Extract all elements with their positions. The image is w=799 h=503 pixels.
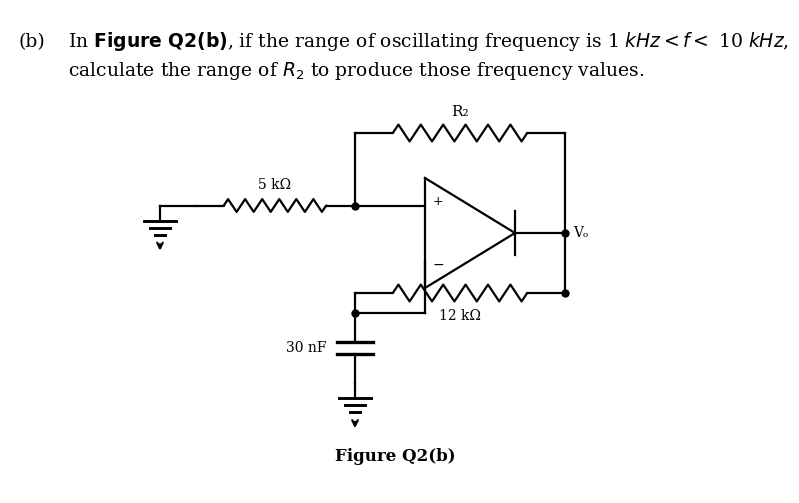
- Text: calculate the range of $R_2$ to produce those frequency values.: calculate the range of $R_2$ to produce …: [68, 60, 644, 82]
- Text: (b): (b): [18, 33, 45, 51]
- Text: Figure Q2(b): Figure Q2(b): [335, 448, 455, 465]
- Text: R₂: R₂: [451, 105, 469, 119]
- Text: In $\mathbf{Figure\ Q2(b)}$, if the range of oscillating frequency is 1 $kHz < f: In $\mathbf{Figure\ Q2(b)}$, if the rang…: [68, 30, 789, 53]
- Text: 5 kΩ: 5 kΩ: [258, 178, 292, 192]
- Text: −: −: [433, 258, 444, 272]
- Text: 12 kΩ: 12 kΩ: [439, 309, 481, 323]
- Text: Vₒ: Vₒ: [573, 226, 588, 240]
- Text: 30 nF: 30 nF: [287, 341, 327, 355]
- Text: +: +: [433, 195, 443, 208]
